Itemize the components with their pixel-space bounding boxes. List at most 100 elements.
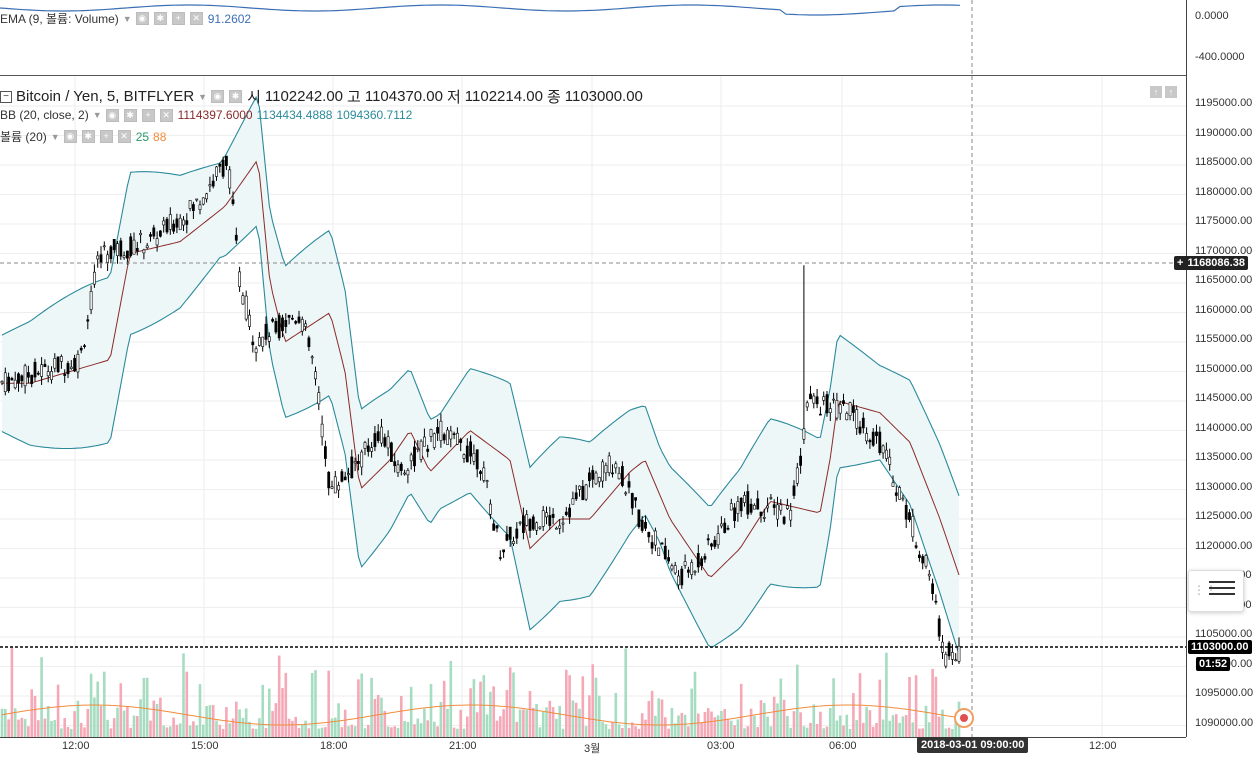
candle-body — [330, 486, 334, 489]
close-icon[interactable]: ✕ — [189, 12, 203, 25]
candle-body — [479, 471, 482, 474]
candle-body — [535, 522, 539, 531]
volume-bar — [581, 676, 585, 737]
volume-bar — [195, 725, 198, 737]
time-label: 12:00 — [1089, 740, 1117, 752]
volume-bar — [492, 686, 495, 737]
candle-body — [881, 445, 885, 454]
eye-icon[interactable]: ◉ — [63, 130, 77, 143]
volume-bar — [40, 657, 43, 737]
volume-bar — [779, 678, 783, 737]
high-label: 고 — [347, 89, 361, 106]
plus-icon[interactable]: + — [141, 108, 155, 122]
volume-bar — [805, 727, 809, 737]
volume-bar — [911, 722, 915, 737]
move-down-icon[interactable]: ↑ — [1165, 86, 1177, 98]
candle-body — [891, 482, 895, 487]
open-label: 시 — [247, 89, 261, 106]
price-axis[interactable]: 0.0000 -400.0000 1195000.00 1190000.00 118… — [1186, 0, 1256, 737]
last-price-tag: 1103000.00 — [1188, 640, 1252, 654]
volume-bar — [535, 704, 538, 737]
chevron-down-icon[interactable]: ▼ — [122, 13, 132, 24]
volume-bar — [297, 727, 301, 737]
settings-icon[interactable]: ✱ — [153, 12, 167, 25]
move-up-icon[interactable]: ↑ — [1150, 86, 1162, 98]
volume-bar — [221, 728, 225, 737]
object-tree-button[interactable]: ⋮⋮ — [1188, 570, 1244, 612]
candle-body — [63, 373, 67, 376]
eye-icon[interactable]: ◉ — [105, 108, 119, 122]
volume-bar — [565, 669, 568, 737]
alert-mark-icon[interactable] — [954, 708, 974, 728]
eye-icon[interactable]: ◉ — [211, 90, 225, 103]
bb-title[interactable]: BB (20, close, 2) — [0, 108, 89, 122]
candle-body — [79, 347, 83, 351]
volume-bar — [680, 712, 684, 737]
volume-bar — [845, 714, 849, 737]
volume-bar — [756, 727, 759, 737]
eye-icon[interactable]: ◉ — [135, 12, 149, 25]
volume-bar — [254, 728, 258, 737]
settings-icon[interactable]: ✱ — [229, 90, 243, 103]
symbol-title[interactable]: Bitcoin / Yen, 5, BITFLYER — [16, 88, 195, 105]
volume-bar — [126, 706, 129, 737]
volume-bar — [640, 713, 644, 737]
volume-bar — [159, 697, 162, 737]
volume-bar — [376, 695, 380, 737]
candle-body — [416, 447, 420, 450]
plus-icon[interactable]: + — [99, 130, 113, 143]
volume-bar — [367, 724, 370, 737]
price-chart[interactable] — [0, 76, 1186, 737]
volume-bar — [558, 705, 561, 737]
candle-body — [832, 398, 836, 401]
candle-body — [343, 476, 347, 481]
volume-bar — [670, 707, 674, 737]
volume-bar — [271, 711, 274, 737]
candle-body — [290, 317, 294, 320]
price-axis-label: 1160000.00 — [1195, 303, 1253, 316]
candle-body — [469, 441, 473, 457]
candle-body — [380, 426, 383, 444]
candle-body — [848, 402, 852, 416]
plus-icon[interactable]: + — [1177, 257, 1184, 269]
volume-bar — [667, 728, 670, 737]
candle-body — [271, 319, 275, 322]
volume-bar — [782, 699, 786, 737]
candle-body — [865, 433, 869, 442]
plus-icon[interactable]: + — [171, 12, 185, 25]
candle-body — [888, 456, 892, 465]
chevron-down-icon[interactable]: ▼ — [50, 131, 60, 142]
close-icon[interactable]: ✕ — [117, 130, 131, 143]
volume-bar — [809, 722, 812, 737]
candle-body — [861, 417, 865, 429]
candle-body — [541, 510, 545, 527]
candle-body — [706, 538, 710, 541]
volume-bar — [390, 727, 393, 737]
volume-bar — [835, 720, 839, 737]
settings-icon[interactable]: ✱ — [81, 130, 95, 143]
settings-icon[interactable]: ✱ — [123, 108, 137, 122]
chevron-down-icon[interactable]: ▼ — [198, 91, 208, 102]
volume-bar — [429, 684, 433, 737]
price-axis-label: 1195000.00 — [1195, 97, 1253, 109]
price-axis-label: 1170000.00 — [1195, 244, 1253, 257]
chevron-down-icon[interactable]: ▼ — [92, 110, 102, 120]
volume-bar — [716, 715, 720, 737]
volume-bar — [320, 727, 324, 737]
volume-bar — [360, 673, 363, 737]
volume-bar — [644, 719, 647, 737]
candle-body — [284, 320, 288, 327]
volume-bar — [258, 718, 261, 737]
volume-title[interactable]: 볼륨 (20) — [0, 130, 47, 144]
candle-body — [568, 507, 572, 518]
close-icon[interactable]: ✕ — [159, 108, 173, 122]
main-chart-pane[interactable]: − Bitcoin / Yen, 5, BITFLYER ▼ ◉ ✱ 시 1102… — [0, 76, 1256, 737]
candle-body — [409, 454, 413, 462]
candle-body — [475, 449, 479, 470]
volume-bar — [522, 709, 525, 737]
collapse-icon[interactable]: − — [0, 90, 12, 103]
volume-bar — [908, 677, 911, 737]
candle-body — [426, 448, 430, 452]
volume-bar — [93, 697, 96, 737]
ema-axis-label: -400.0000 — [1195, 51, 1245, 63]
